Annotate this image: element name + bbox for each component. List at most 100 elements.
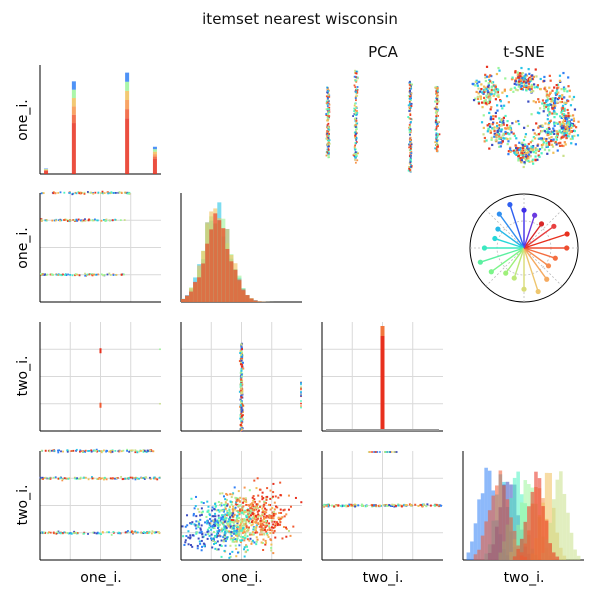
- scatter-point: [408, 116, 411, 119]
- scatter-point: [550, 143, 554, 146]
- scatter-point: [436, 108, 439, 111]
- scatter-point: [543, 107, 546, 110]
- scatter-point: [437, 114, 439, 117]
- scatter-point: [247, 511, 250, 514]
- scatter-point: [45, 274, 48, 276]
- scatter-point: [410, 105, 413, 107]
- scatter-point: [527, 68, 530, 71]
- scatter-point: [249, 514, 252, 517]
- scatter-point: [532, 136, 535, 139]
- scatter-point: [327, 89, 329, 92]
- scatter-point: [433, 504, 436, 507]
- scatter-point: [551, 107, 554, 110]
- scatter-point: [500, 130, 503, 133]
- scatter-point: [238, 508, 241, 511]
- scatter-point: [266, 515, 269, 518]
- scatter-point: [252, 495, 255, 498]
- scatter-point: [323, 505, 326, 508]
- scatter-point: [492, 89, 495, 92]
- scatter-point: [435, 126, 438, 128]
- scatter-point: [536, 144, 539, 147]
- scatter-point: [261, 507, 264, 510]
- scatter-point: [94, 449, 97, 452]
- scatter-point: [115, 273, 118, 276]
- scatter-point: [100, 219, 103, 222]
- scatter-point: [98, 532, 101, 535]
- scatter-point: [546, 118, 549, 121]
- scatter-point: [101, 477, 104, 480]
- scatter-point: [408, 109, 411, 111]
- scatter-point: [223, 503, 226, 506]
- scatter-point: [254, 529, 257, 532]
- scatter-point: [197, 526, 200, 529]
- scatter-point: [556, 87, 559, 90]
- scatter-point: [260, 541, 263, 544]
- scatter-point: [142, 450, 145, 453]
- scatter-point: [531, 78, 535, 81]
- scatter-point: [488, 124, 491, 127]
- scatter-point: [561, 124, 564, 127]
- scatter-point: [158, 476, 161, 479]
- scatter-point: [563, 141, 566, 144]
- scatter-point: [532, 83, 536, 86]
- scatter-point: [435, 110, 438, 112]
- scatter-point: [225, 526, 228, 529]
- scatter-point: [532, 75, 535, 78]
- scatter-point: [279, 523, 282, 526]
- scatter-point: [233, 520, 236, 523]
- scatter-point: [545, 145, 548, 149]
- scatter-point: [230, 534, 233, 537]
- scatter-point: [409, 81, 412, 84]
- scatter-point: [531, 146, 534, 149]
- scatter-point: [503, 89, 506, 93]
- scatter-point: [149, 477, 152, 480]
- scatter-point: [70, 450, 73, 452]
- scatter-point: [240, 412, 243, 415]
- scatter-point: [285, 526, 288, 529]
- scatter-point: [264, 543, 267, 546]
- scatter-point: [547, 98, 550, 101]
- scatter-point: [410, 97, 412, 100]
- scatter-point: [131, 449, 134, 452]
- scatter-point: [408, 143, 411, 146]
- scatter-point: [488, 147, 491, 150]
- scatter-point: [76, 477, 78, 480]
- scatter-point: [409, 158, 412, 161]
- scatter-point: [500, 119, 503, 122]
- scatter-point: [211, 546, 214, 549]
- scatter-point: [41, 273, 44, 276]
- scatter-point: [502, 116, 505, 119]
- polar-stem-marker: [481, 245, 488, 251]
- scatter-point: [217, 525, 220, 528]
- scatter-point: [507, 150, 510, 153]
- scatter-point: [224, 537, 227, 540]
- scatter-point: [134, 530, 137, 533]
- scatter-point: [410, 99, 412, 102]
- scatter-point: [327, 147, 330, 150]
- scatter-point: [276, 506, 279, 509]
- scatter-point: [182, 535, 185, 538]
- scatter-point: [326, 101, 329, 104]
- y-label-row-3: two_i.: [15, 485, 31, 526]
- scatter-point: [515, 145, 518, 148]
- scatter-point: [543, 87, 546, 90]
- scatter-point: [514, 152, 517, 155]
- scatter-point: [134, 476, 137, 479]
- scatter-point: [526, 124, 529, 128]
- scatter-point: [198, 540, 201, 543]
- scatter-point: [435, 115, 438, 118]
- panel-r1-c0: [39, 190, 161, 303]
- scatter-point: [537, 133, 540, 136]
- scatter-point: [120, 475, 122, 478]
- scatter-point: [111, 449, 114, 452]
- scatter-point: [482, 114, 485, 117]
- scatter-point: [564, 87, 567, 90]
- scatter-point: [559, 141, 562, 144]
- scatter-point: [57, 451, 60, 454]
- scatter-point: [253, 507, 256, 510]
- scatter-point: [224, 501, 227, 504]
- scatter-point: [229, 525, 232, 528]
- scatter-point: [95, 532, 98, 535]
- scatter-point: [249, 532, 252, 535]
- scatter-point: [517, 148, 520, 152]
